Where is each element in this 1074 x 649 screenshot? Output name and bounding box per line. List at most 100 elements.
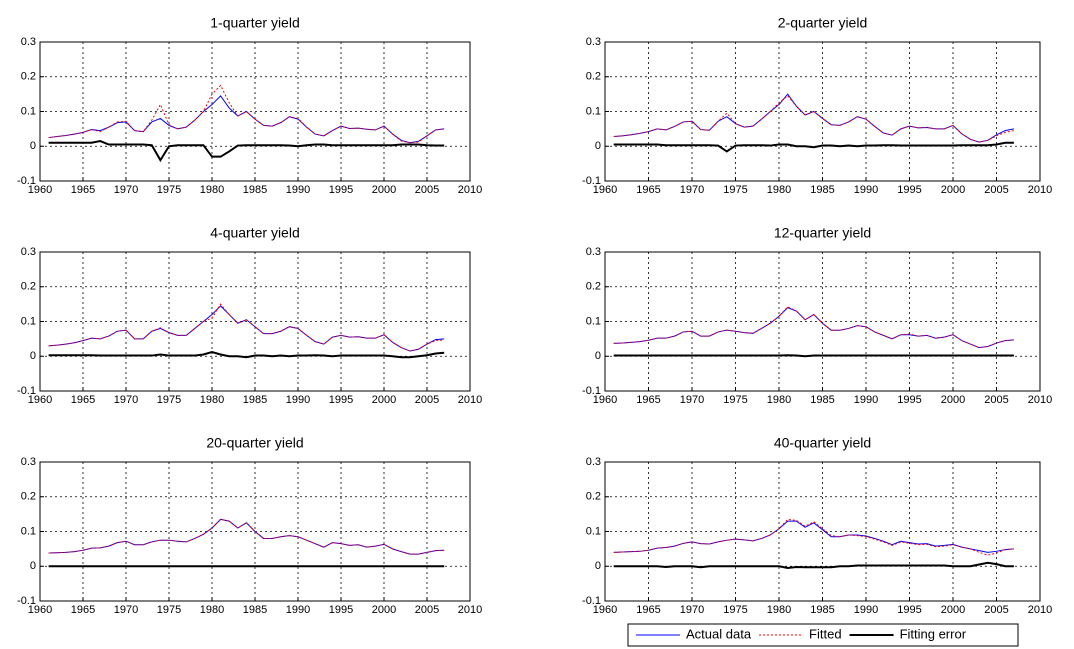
x-tick-label: 1980 xyxy=(200,604,224,616)
series-line xyxy=(48,303,445,352)
subplot-title: 12-quarter yield xyxy=(774,225,871,241)
y-tick-label: 0.3 xyxy=(586,456,601,468)
x-tick-label: 1980 xyxy=(767,184,791,196)
x-tick-label: 1965 xyxy=(636,184,660,196)
plot-frame xyxy=(39,251,471,392)
x-tick-label: 1960 xyxy=(28,604,52,616)
series-line xyxy=(613,141,1014,153)
x-tick-label: 2005 xyxy=(415,604,439,616)
plot-frame xyxy=(604,251,1041,392)
y-tick-label: 0.2 xyxy=(586,281,601,293)
x-tick-label: 2000 xyxy=(941,394,965,406)
subplot-title: 40-quarter yield xyxy=(774,435,871,451)
y-tick-label: 0.3 xyxy=(586,36,601,48)
y-tick-label: 0.1 xyxy=(586,105,601,117)
y-tick-label: 0.3 xyxy=(21,36,36,48)
y-tick-label: 0.2 xyxy=(21,491,36,503)
x-tick-label: 1970 xyxy=(680,394,704,406)
x-tick-label: 1965 xyxy=(71,604,95,616)
y-tick-label: 0 xyxy=(595,140,601,152)
x-tick-label: 1975 xyxy=(157,184,181,196)
subplot-title: 20-quarter yield xyxy=(206,435,303,451)
subplot-title: 1-quarter yield xyxy=(210,15,300,31)
x-tick-label: 2010 xyxy=(458,394,482,406)
x-tick-label: 1970 xyxy=(680,604,704,616)
series-line xyxy=(613,95,1014,143)
x-tick-label: 1990 xyxy=(286,604,310,616)
y-tick-label: 0.1 xyxy=(21,315,36,327)
x-tick-label: 1960 xyxy=(593,604,617,616)
y-tick-label: 0.1 xyxy=(586,525,601,537)
x-tick-label: 2005 xyxy=(415,394,439,406)
y-tick-label: 0 xyxy=(30,140,36,152)
legend-box xyxy=(627,623,1019,647)
x-tick-label: 2000 xyxy=(372,394,396,406)
y-tick-label: -0.1 xyxy=(17,385,36,397)
x-tick-label: 1985 xyxy=(243,184,267,196)
y-tick-label: -0.1 xyxy=(17,595,36,607)
y-tick-label: 0.1 xyxy=(21,525,36,537)
y-tick-label: 0.1 xyxy=(586,315,601,327)
x-tick-label: 1990 xyxy=(286,184,310,196)
x-tick-label: 1965 xyxy=(636,604,660,616)
subplot-title: 4-quarter yield xyxy=(210,225,300,241)
series-line xyxy=(48,351,445,359)
x-tick-label: 1960 xyxy=(593,184,617,196)
series-line xyxy=(613,518,1014,556)
x-tick-label: 1960 xyxy=(28,394,52,406)
x-tick-label: 2010 xyxy=(458,604,482,616)
y-tick-label: 0.1 xyxy=(21,105,36,117)
x-tick-label: 2010 xyxy=(458,184,482,196)
legend-label: Actual data xyxy=(686,626,752,641)
y-tick-label: 0.3 xyxy=(21,246,36,258)
y-tick-label: 0.2 xyxy=(21,71,36,83)
x-tick-label: 1970 xyxy=(114,184,138,196)
x-tick-label: 2005 xyxy=(984,604,1008,616)
series-line xyxy=(48,84,445,144)
x-tick-label: 2000 xyxy=(372,184,396,196)
x-tick-label: 2005 xyxy=(415,184,439,196)
x-tick-label: 1990 xyxy=(286,394,310,406)
series-line xyxy=(48,140,445,163)
plot-frame xyxy=(604,41,1041,182)
x-tick-label: 1970 xyxy=(114,394,138,406)
x-tick-label: 1965 xyxy=(71,394,95,406)
x-tick-label: 1975 xyxy=(723,604,747,616)
x-tick-label: 1975 xyxy=(723,184,747,196)
series-line xyxy=(613,520,1014,553)
subplot-title: 2-quarter yield xyxy=(778,15,868,31)
x-tick-label: 1995 xyxy=(329,604,353,616)
x-tick-label: 1985 xyxy=(243,394,267,406)
x-tick-label: 1995 xyxy=(329,394,353,406)
y-tick-label: -0.1 xyxy=(17,175,36,187)
plot-frame xyxy=(39,461,471,602)
x-tick-label: 1960 xyxy=(593,394,617,406)
y-tick-label: -0.1 xyxy=(582,595,601,607)
x-tick-label: 1990 xyxy=(854,394,878,406)
x-tick-label: 1985 xyxy=(810,394,834,406)
x-tick-label: 1965 xyxy=(636,394,660,406)
y-tick-label: 0.2 xyxy=(586,71,601,83)
x-tick-label: 2010 xyxy=(1028,604,1052,616)
y-tick-label: 0 xyxy=(30,560,36,572)
y-tick-label: 0.3 xyxy=(586,246,601,258)
x-tick-label: 2005 xyxy=(984,394,1008,406)
x-tick-label: 1985 xyxy=(810,184,834,196)
y-tick-label: 0 xyxy=(30,350,36,362)
x-tick-label: 1995 xyxy=(897,604,921,616)
x-tick-label: 1980 xyxy=(767,604,791,616)
plot-frame xyxy=(39,41,471,182)
plot-frame xyxy=(604,461,1041,602)
x-tick-label: 1995 xyxy=(329,184,353,196)
x-tick-label: 1995 xyxy=(897,394,921,406)
y-tick-label: 0 xyxy=(595,350,601,362)
x-tick-label: 2000 xyxy=(941,604,965,616)
x-tick-label: 1970 xyxy=(680,184,704,196)
y-tick-label: 0.3 xyxy=(21,456,36,468)
series-line xyxy=(613,561,1014,570)
x-tick-label: 2000 xyxy=(372,604,396,616)
x-tick-label: 1990 xyxy=(854,184,878,196)
x-tick-label: 1985 xyxy=(810,604,834,616)
x-tick-label: 1990 xyxy=(854,604,878,616)
x-tick-label: 2010 xyxy=(1028,184,1052,196)
